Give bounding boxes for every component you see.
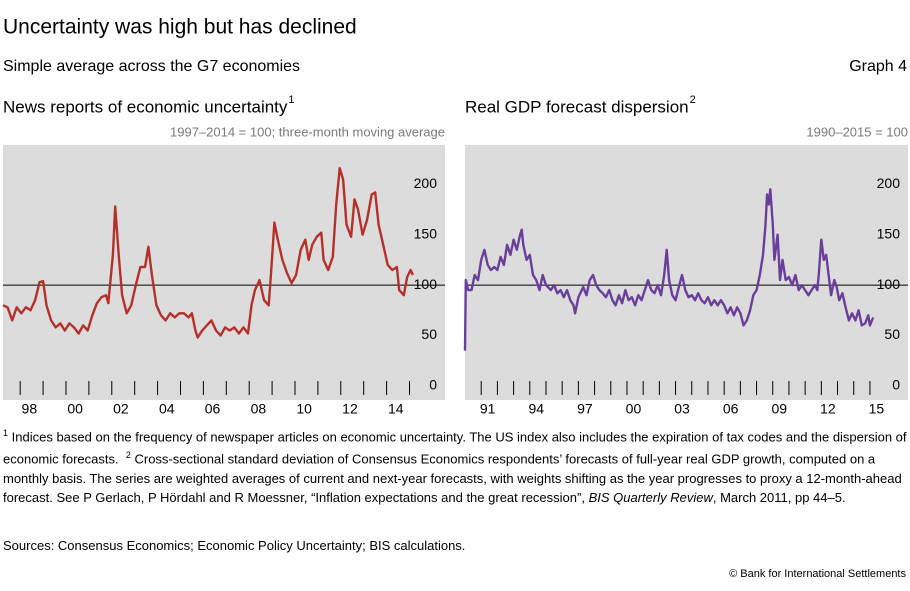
x-tick-label: 97 [577, 401, 593, 417]
data-line [2, 167, 414, 339]
x-tick-label: 09 [771, 401, 787, 417]
panel-title-note: 1 [288, 94, 294, 106]
y-tick-label: 100 [414, 276, 438, 292]
panel-title: News reports of economic uncertainty [3, 97, 288, 116]
x-tick-label: 94 [528, 401, 544, 417]
y-tick-label: 150 [877, 225, 901, 241]
footnote-italic: BIS Quarterly Review [588, 489, 713, 505]
footnote: , March 2011, pp 44–5. [712, 489, 846, 505]
chart: Uncertainty was high but has declined Si… [2, 16, 908, 417]
y-tick-label: 150 [414, 225, 438, 241]
x-tick-label: 02 [113, 401, 129, 417]
x-tick-label: 10 [296, 401, 312, 417]
y-tick-label: 50 [884, 326, 900, 342]
x-tick-label: 06 [205, 401, 221, 417]
x-tick-label: 03 [674, 401, 690, 417]
x-tick-label: 98 [22, 401, 38, 417]
x-tick-label: 08 [251, 401, 267, 417]
x-tick-label: 15 [869, 401, 885, 417]
panel-title: Real GDP forecast dispersion [465, 97, 689, 116]
plot-background [3, 145, 445, 400]
plot-background [465, 145, 908, 400]
x-tick-label: 00 [626, 401, 642, 417]
x-tick-label: 06 [723, 401, 739, 417]
x-tick-label: 00 [67, 401, 83, 417]
data-line [463, 188, 875, 351]
y-tick-label: 0 [892, 377, 900, 393]
x-tick-label: 91 [480, 401, 496, 417]
x-tick-label: 04 [159, 401, 175, 417]
panel-title-note: 2 [690, 94, 696, 106]
x-tick-label: 14 [388, 401, 404, 417]
panel-subtitle: 1997–2014 = 100; three-month moving aver… [170, 124, 445, 139]
footnote: Indices based on the frequency of newspa… [3, 429, 907, 467]
y-tick-label: 200 [414, 175, 438, 191]
page-title: Uncertainty was high but has declined [3, 16, 357, 39]
y-tick-label: 50 [421, 326, 437, 342]
footnote-marker: 2 [125, 450, 131, 461]
graph-label: Graph 4 [849, 58, 907, 75]
y-tick-label: 100 [877, 276, 901, 292]
x-tick-label: 12 [820, 401, 836, 417]
footnote: Cross-sectional standard deviation of Co… [3, 451, 902, 505]
footnote-marker: 1 [3, 428, 9, 438]
copyright: © Bank for International Settlements [729, 568, 906, 580]
page-subtitle: Simple average across the G7 economies [3, 58, 300, 75]
sources: Sources: Consensus Economics; Economic P… [3, 538, 466, 553]
footnotes: 1 Indices based on the frequency of news… [3, 424, 907, 507]
y-tick-label: 200 [877, 175, 901, 191]
y-tick-label: 0 [429, 377, 437, 393]
x-tick-label: 12 [342, 401, 358, 417]
panel-subtitle: 1990–2015 = 100 [806, 124, 908, 139]
